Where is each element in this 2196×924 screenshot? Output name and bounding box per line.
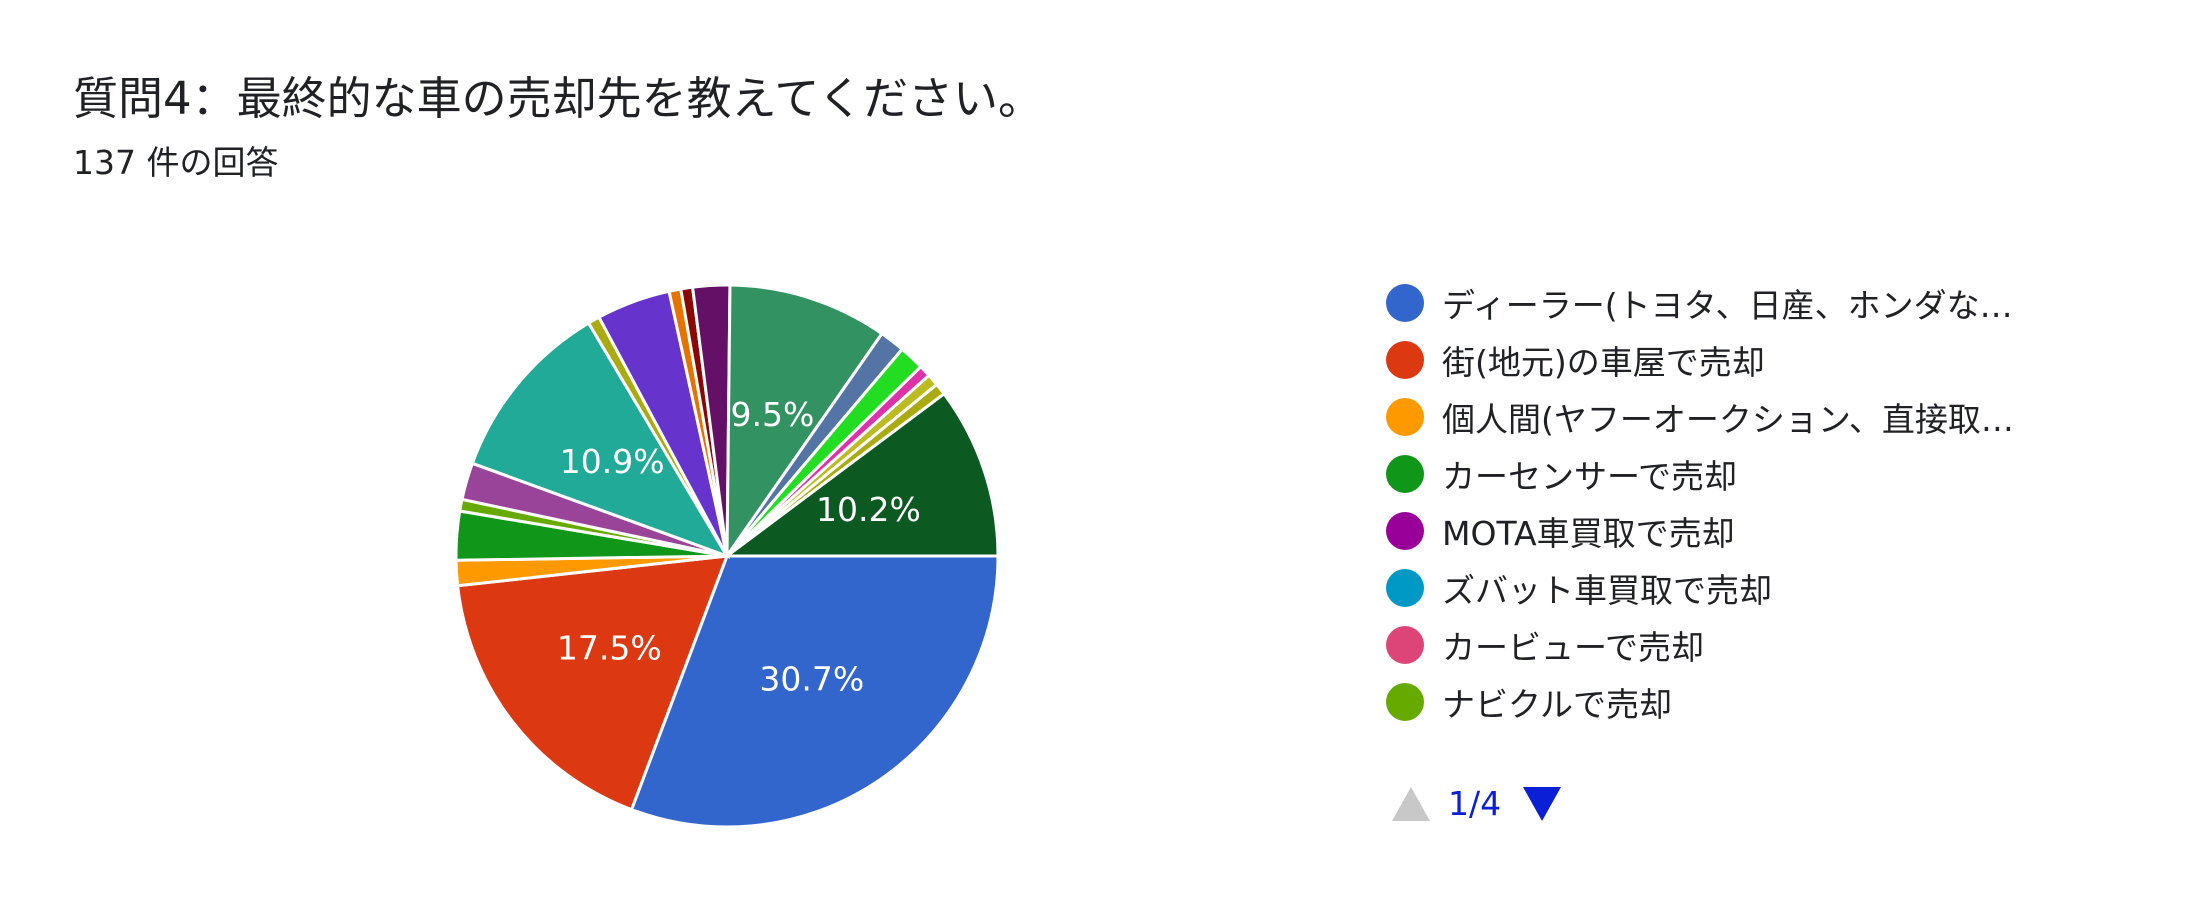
legend-label: カービューで売却	[1442, 627, 1705, 667]
legend-label: ナビクルで売却	[1442, 684, 1673, 724]
legend-label: 個人間(ヤフーオークション、直接取…	[1442, 399, 2014, 439]
slice-label-1: 17.5%	[557, 628, 662, 667]
triangle-up-icon[interactable]	[1392, 786, 1430, 821]
pie-slice-0[interactable]	[629, 554, 1000, 829]
legend-item[interactable]: カービューで売却	[1386, 616, 2014, 673]
legend-dot-icon	[1386, 340, 1424, 379]
legend-item[interactable]: MOTA車買取で売却	[1386, 502, 2014, 559]
pie-slice-12[interactable]	[725, 283, 885, 561]
slice-label-6: 10.9%	[560, 442, 665, 481]
legend-pager: 1/4	[1392, 784, 1562, 823]
legend-label: MOTA車買取で売却	[1442, 513, 1735, 553]
pie-slice-18[interactable]	[722, 391, 1000, 558]
legend-item[interactable]: ズバット車買取で売却	[1386, 559, 2014, 616]
legend-item[interactable]: 街(地元)の車屋で売却	[1386, 331, 2014, 388]
legend-dot-icon	[1386, 454, 1424, 493]
legend-dot-icon	[1386, 568, 1424, 607]
legend-label: カーセンサーで売却	[1442, 456, 1738, 496]
legend-dot-icon	[1386, 625, 1424, 664]
legend-label: ズバット車買取で売却	[1442, 570, 1772, 610]
chart-legend: ディーラー(トヨタ、日産、ホンダな… 街(地元)の車屋で売却個人間(ヤフーオークシ…	[1386, 274, 2014, 730]
slice-label-0: 30.7%	[759, 660, 864, 699]
legend-item[interactable]: ディーラー(トヨタ、日産、ホンダな…	[1386, 274, 2014, 331]
legend-dot-icon	[1386, 682, 1424, 721]
legend-dot-icon	[1386, 397, 1424, 436]
legend-item[interactable]: カーセンサーで売却	[1386, 445, 2014, 502]
triangle-down-icon[interactable]	[1523, 786, 1562, 821]
legend-item[interactable]: ナビクルで売却	[1386, 673, 2014, 730]
pie-slice-6[interactable]	[470, 320, 731, 559]
response-count: 137 件の回答	[73, 143, 279, 182]
legend-dot-icon	[1386, 511, 1424, 550]
slice-label-12: 9.5%	[731, 395, 815, 434]
chart-title: 質問4：最終的な車の売却先を教えてください。	[73, 72, 1044, 125]
legend-item[interactable]: 個人間(ヤフーオークション、直接取…	[1386, 388, 2014, 445]
page-indicator: 1/4	[1448, 784, 1502, 823]
legend-label: 街(地元)の車屋で売却	[1442, 342, 1765, 382]
slice-label-18: 10.2%	[816, 490, 921, 529]
legend-label: ディーラー(トヨタ、日産、ホンダな…	[1442, 285, 2013, 325]
pie-slice-1[interactable]	[455, 554, 730, 812]
legend-dot-icon	[1386, 283, 1424, 322]
